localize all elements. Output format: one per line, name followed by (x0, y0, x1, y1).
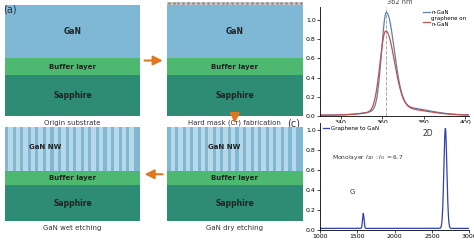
n-GaN (405, 104, 411, 107)
Text: 362 nm: 362 nm (387, 0, 412, 5)
Bar (238, 127, 243, 171)
Bar (276, 127, 281, 171)
Bar (84, 127, 88, 171)
Bar (193, 127, 198, 171)
Bar (167, 5, 302, 58)
Text: Sapphire: Sapphire (53, 199, 92, 208)
Text: (c): (c) (287, 118, 300, 128)
Text: GaN: GaN (226, 27, 244, 36)
Text: Sapphire: Sapphire (216, 199, 254, 208)
Text: GaN NW: GaN NW (29, 144, 62, 150)
Bar (5, 185, 140, 221)
Bar (167, 75, 302, 116)
graphene on
n-GaN (383, 30, 389, 32)
graphene on
n-GaN (344, 113, 349, 116)
Bar (91, 127, 96, 171)
Bar (8, 127, 13, 171)
Legend: Graphene to GaN: Graphene to GaN (323, 126, 379, 131)
Bar (254, 127, 258, 171)
Text: 2D: 2D (422, 129, 433, 138)
Text: Sapphire: Sapphire (216, 91, 254, 100)
Bar (23, 127, 28, 171)
Bar (76, 127, 81, 171)
Text: GaN wet etching: GaN wet etching (43, 225, 102, 231)
Bar (167, 127, 302, 171)
X-axis label: Wavelength (nm): Wavelength (nm) (365, 128, 425, 135)
Bar (99, 127, 103, 171)
n-GaN (417, 108, 423, 111)
graphene on
n-GaN (417, 109, 423, 112)
graphene on
n-GaN (466, 113, 472, 116)
Bar (201, 127, 205, 171)
Bar (246, 127, 251, 171)
Bar (5, 58, 140, 75)
n-GaN (430, 110, 436, 113)
Text: Buffer layer: Buffer layer (49, 175, 96, 181)
graphene on
n-GaN (356, 112, 361, 115)
Bar (178, 127, 182, 171)
Bar (69, 127, 73, 171)
Bar (54, 127, 58, 171)
graphene on
n-GaN (405, 105, 411, 108)
Bar (167, 185, 302, 221)
Text: Hard mask (Cr) fabrication: Hard mask (Cr) fabrication (188, 120, 281, 126)
n-GaN (344, 113, 349, 116)
Bar (231, 127, 236, 171)
Text: GaN: GaN (64, 27, 82, 36)
Bar (129, 127, 134, 171)
Text: Buffer layer: Buffer layer (49, 64, 96, 69)
Bar (107, 127, 111, 171)
n-GaN (356, 112, 361, 115)
graphene on
n-GaN (317, 114, 323, 117)
Bar (167, 2, 302, 5)
Bar (171, 127, 175, 171)
Text: Origin substrate: Origin substrate (44, 120, 100, 126)
Line: n-GaN: n-GaN (320, 12, 469, 115)
Bar (186, 127, 190, 171)
Line: graphene on
n-GaN: graphene on n-GaN (320, 31, 469, 115)
Bar (16, 127, 20, 171)
Bar (5, 75, 140, 116)
n-GaN (385, 12, 391, 15)
Bar (5, 171, 140, 185)
n-GaN (383, 11, 389, 14)
Bar (261, 127, 266, 171)
graphene on
n-GaN (385, 31, 391, 34)
Bar (122, 127, 126, 171)
Bar (31, 127, 35, 171)
Text: G: G (350, 189, 356, 196)
Text: (b): (b) (287, 2, 301, 12)
Text: GaN NW: GaN NW (208, 144, 240, 150)
Bar (38, 127, 43, 171)
Bar (269, 127, 273, 171)
Bar (292, 127, 296, 171)
Bar (216, 127, 220, 171)
Bar (46, 127, 50, 171)
n-GaN (466, 113, 472, 116)
Text: (a): (a) (3, 5, 17, 15)
Legend: n-GaN, graphene on
n-GaN: n-GaN, graphene on n-GaN (423, 10, 466, 27)
Text: Buffer layer: Buffer layer (211, 64, 258, 69)
Text: Monolayer $I_{2D}$ : $I_G$ = 6.7: Monolayer $I_{2D}$ : $I_G$ = 6.7 (332, 153, 403, 162)
Bar (167, 171, 302, 185)
Bar (284, 127, 288, 171)
Bar (61, 127, 65, 171)
Text: GaN dry etching: GaN dry etching (206, 225, 264, 231)
Bar (5, 127, 140, 171)
n-GaN (317, 114, 323, 117)
Text: Sapphire: Sapphire (53, 91, 92, 100)
Y-axis label: Intensity (a.u.): Intensity (a.u.) (297, 151, 303, 202)
Y-axis label: PL Intensity (a.u.): PL Intensity (a.u.) (297, 31, 303, 93)
Bar (209, 127, 213, 171)
Bar (5, 5, 140, 58)
Bar (114, 127, 118, 171)
Bar (167, 58, 302, 75)
graphene on
n-GaN (430, 111, 436, 114)
Text: Buffer layer: Buffer layer (211, 175, 258, 181)
Bar (223, 127, 228, 171)
